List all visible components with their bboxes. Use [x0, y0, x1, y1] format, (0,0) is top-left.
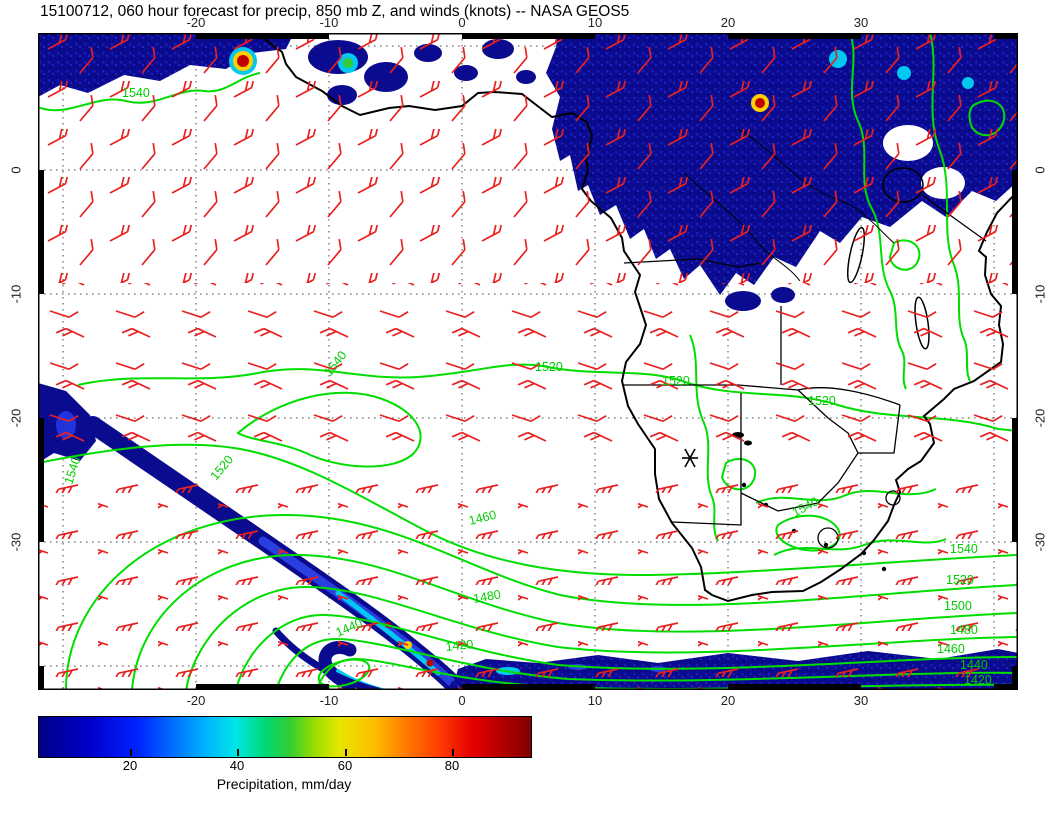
contour-label: 1500: [944, 599, 972, 613]
colorbar-tick-60: 60: [337, 758, 353, 773]
contour-label: 1520: [946, 573, 974, 587]
colorbar-tickmark: [345, 749, 347, 756]
contour-label: 1480: [950, 623, 978, 637]
contour-label: 1480: [472, 587, 502, 606]
contour-label: 1520: [808, 394, 836, 408]
lon-tick-bottom-4: 10: [587, 693, 603, 708]
map-plot: 1540 1540 1520 1520 1520 1540 1540 1520 …: [38, 33, 1018, 690]
colorbar-label: Precipitation, mm/day: [216, 776, 352, 792]
lat-tick-left-1: 0: [8, 166, 24, 174]
contour-label: 1420: [445, 637, 474, 654]
lon-tick-top-6: 30: [853, 15, 869, 30]
colorbar-tick-40: 40: [229, 758, 245, 773]
colorbar-gradient: [38, 716, 532, 758]
lon-tick-top-5: 20: [720, 15, 736, 30]
colorbar-tickmark: [452, 749, 454, 756]
lon-tick-bottom-3: 0: [458, 693, 466, 708]
contour-label: 1440: [960, 658, 988, 672]
lon-tick-bottom-5: 20: [720, 693, 736, 708]
wind-barbs-north: [38, 33, 1018, 283]
colorbar-tick-80: 80: [444, 758, 460, 773]
contour-label: 1460: [937, 642, 965, 656]
station-marker: [682, 448, 698, 468]
contour-label: 1540: [950, 542, 978, 556]
contour-label: 1520: [662, 374, 690, 388]
lat-tick-right-3: -20: [1032, 408, 1048, 428]
lat-tick-left-3: -20: [8, 408, 24, 428]
map-frame: [38, 33, 1018, 690]
lat-tick-left-4: -30: [8, 532, 24, 552]
colorbar-tickmark: [237, 749, 239, 756]
lon-tick-top-4: 10: [587, 15, 603, 30]
colorbar-tick-20: 20: [122, 758, 138, 773]
lat-tick-right-2: -10: [1032, 284, 1048, 304]
lon-tick-top-1: -20: [186, 15, 206, 30]
plot-title: 15100712, 060 hour forecast for precip, …: [40, 3, 630, 20]
wind-barbs-middle: [38, 283, 1018, 463]
lon-tick-top-3: 0: [458, 15, 466, 30]
lon-tick-bottom-2: -10: [319, 693, 339, 708]
lon-tick-top-2: -10: [319, 15, 339, 30]
lon-tick-bottom-6: 30: [853, 693, 869, 708]
lat-tick-right-4: -30: [1032, 532, 1048, 552]
contour-label: 1420: [964, 673, 992, 687]
contour-label: 1520: [535, 360, 563, 374]
contour-label: 1540: [122, 86, 150, 100]
contour-labels: 1540 1540 1520 1520 1520 1540 1540 1520 …: [62, 86, 992, 687]
lat-tick-right-1: 0: [1032, 166, 1048, 174]
wind-barbs-south: [38, 463, 1018, 690]
colorbar-tickmark: [130, 749, 132, 756]
lat-tick-left-2: -10: [8, 284, 24, 304]
contour-label: 1460: [467, 508, 497, 528]
lon-tick-bottom-1: -20: [186, 693, 206, 708]
